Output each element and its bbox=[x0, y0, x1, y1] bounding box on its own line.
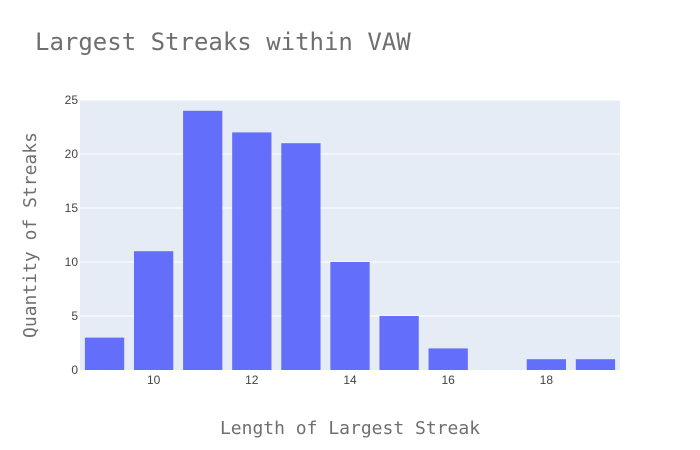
bar-11[interactable] bbox=[183, 110, 223, 371]
bar-12[interactable] bbox=[232, 132, 272, 370]
bar-10[interactable] bbox=[134, 251, 174, 370]
y-tick-label: 15 bbox=[65, 201, 79, 215]
y-tick-label: 0 bbox=[71, 363, 78, 377]
bar-19[interactable] bbox=[575, 359, 616, 370]
bar-15[interactable] bbox=[379, 316, 419, 370]
x-axis-title: Length of Largest Streak bbox=[220, 418, 480, 439]
bar-14[interactable] bbox=[330, 262, 370, 370]
y-tick-labels: 0 5 10 15 20 25 bbox=[65, 93, 79, 377]
bar-16[interactable] bbox=[428, 348, 468, 370]
bars bbox=[84, 110, 616, 371]
x-tick-label: 14 bbox=[343, 373, 357, 387]
y-axis-title: Quantity of Streaks bbox=[20, 132, 41, 338]
x-tick-label: 18 bbox=[540, 373, 554, 387]
x-tick-labels: 10 12 14 16 18 bbox=[147, 373, 553, 387]
y-tick-label: 10 bbox=[65, 255, 79, 269]
chart-title: Largest Streaks within VAW bbox=[35, 28, 411, 56]
y-tick-label: 5 bbox=[71, 309, 78, 323]
x-tick-label: 10 bbox=[147, 373, 161, 387]
x-tick-label: 12 bbox=[245, 373, 259, 387]
y-tick-label: 25 bbox=[65, 93, 79, 107]
bar-18[interactable] bbox=[526, 359, 566, 370]
bar-13[interactable] bbox=[281, 143, 321, 370]
y-tick-label: 20 bbox=[65, 147, 79, 161]
x-tick-label: 16 bbox=[442, 373, 456, 387]
bar-9[interactable] bbox=[84, 337, 125, 370]
